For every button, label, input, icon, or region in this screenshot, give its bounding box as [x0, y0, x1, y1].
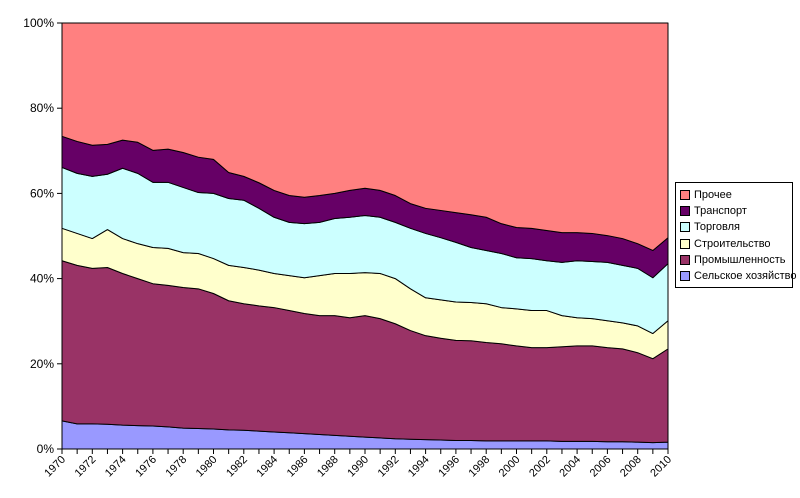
x-axis-label: 1970	[42, 454, 68, 480]
legend-label: Транспорт	[694, 205, 747, 218]
legend-swatch-icon	[680, 254, 690, 265]
x-axis-label: 1978	[164, 454, 190, 480]
legend: Прочее Транспорт Торговля Строительство Пром…	[675, 182, 796, 289]
legend-swatch-icon	[680, 206, 690, 217]
legend-label: Сельское хозяйство	[694, 270, 797, 283]
y-axis-label: 60%	[30, 186, 54, 200]
x-axis-label: 2000	[497, 454, 523, 480]
legend-item: Строительство	[680, 236, 789, 252]
x-axis-label: 1998	[467, 454, 493, 480]
y-axis-label: 40%	[30, 272, 54, 286]
x-axis-label: 2006	[588, 454, 614, 480]
x-axis-label: 2010	[648, 454, 674, 480]
x-axis-label: 1994	[406, 454, 432, 480]
x-axis-label: 1982	[224, 454, 250, 480]
x-axis-label: 1972	[73, 454, 99, 480]
legend-swatch-icon	[680, 222, 690, 233]
legend-swatch-icon	[680, 238, 690, 249]
legend-item: Транспорт	[680, 203, 789, 219]
x-axis-label: 2008	[618, 454, 644, 480]
legend-item: Прочее	[680, 187, 789, 203]
legend-label: Строительство	[694, 237, 771, 250]
x-axis-label: 1996	[436, 454, 462, 480]
y-axis-label: 100%	[23, 16, 54, 30]
x-axis-label: 1976	[133, 454, 159, 480]
x-axis-label: 1986	[285, 454, 311, 480]
x-axis-label: 2002	[527, 454, 553, 480]
x-axis-label: 1980	[194, 454, 220, 480]
y-axis-label: 20%	[30, 357, 54, 371]
area-series-6	[61, 22, 669, 251]
legend-label: Промышленность	[694, 253, 786, 266]
y-axis-label: 80%	[30, 101, 54, 115]
legend-label: Прочее	[694, 189, 732, 202]
legend-swatch-icon	[680, 190, 690, 201]
x-axis-label: 1992	[376, 454, 402, 480]
legend-item: Промышленность	[680, 252, 789, 268]
x-axis-label: 1984	[254, 454, 280, 480]
x-axis-label: 1988	[315, 454, 341, 480]
legend-label: Торговля	[694, 221, 740, 234]
y-axis-label: 0%	[37, 442, 55, 456]
x-axis-label: 1990	[345, 454, 371, 480]
x-axis-label: 1974	[103, 454, 129, 480]
legend-swatch-icon	[680, 271, 690, 282]
x-axis-label: 2004	[557, 454, 583, 480]
legend-item: Торговля	[680, 219, 789, 235]
legend-item: Сельское хозяйство	[680, 268, 796, 284]
